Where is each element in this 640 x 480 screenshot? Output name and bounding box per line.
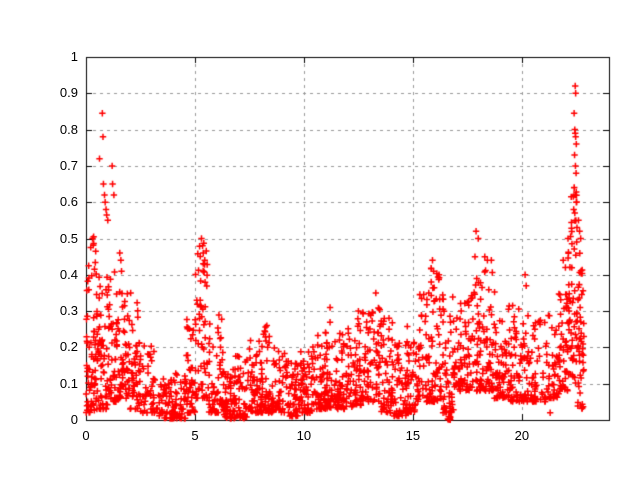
y-tick-label: 0.5: [59, 230, 78, 246]
y-tick-label: 0: [70, 412, 78, 427]
y-tick-label: 0.6: [59, 194, 78, 210]
y-tick-label: 0.4: [59, 266, 78, 282]
y-tick-label: 0.1: [59, 375, 78, 391]
y-tick-label: 0.9: [59, 85, 78, 101]
y-tick-label: 1: [70, 49, 78, 64]
y-tick-label: 0.7: [59, 157, 78, 173]
y-tick-label: 0.8: [59, 121, 78, 137]
x-tick-label: 5: [191, 428, 199, 443]
x-tick-label: 0: [82, 428, 90, 443]
x-tick-label: 10: [296, 428, 312, 443]
y-tick-label: 0.3: [59, 303, 78, 319]
y-tick-label: 0.2: [59, 339, 78, 355]
x-tick-label: 15: [405, 428, 421, 443]
x-tick-label: 20: [514, 428, 530, 443]
